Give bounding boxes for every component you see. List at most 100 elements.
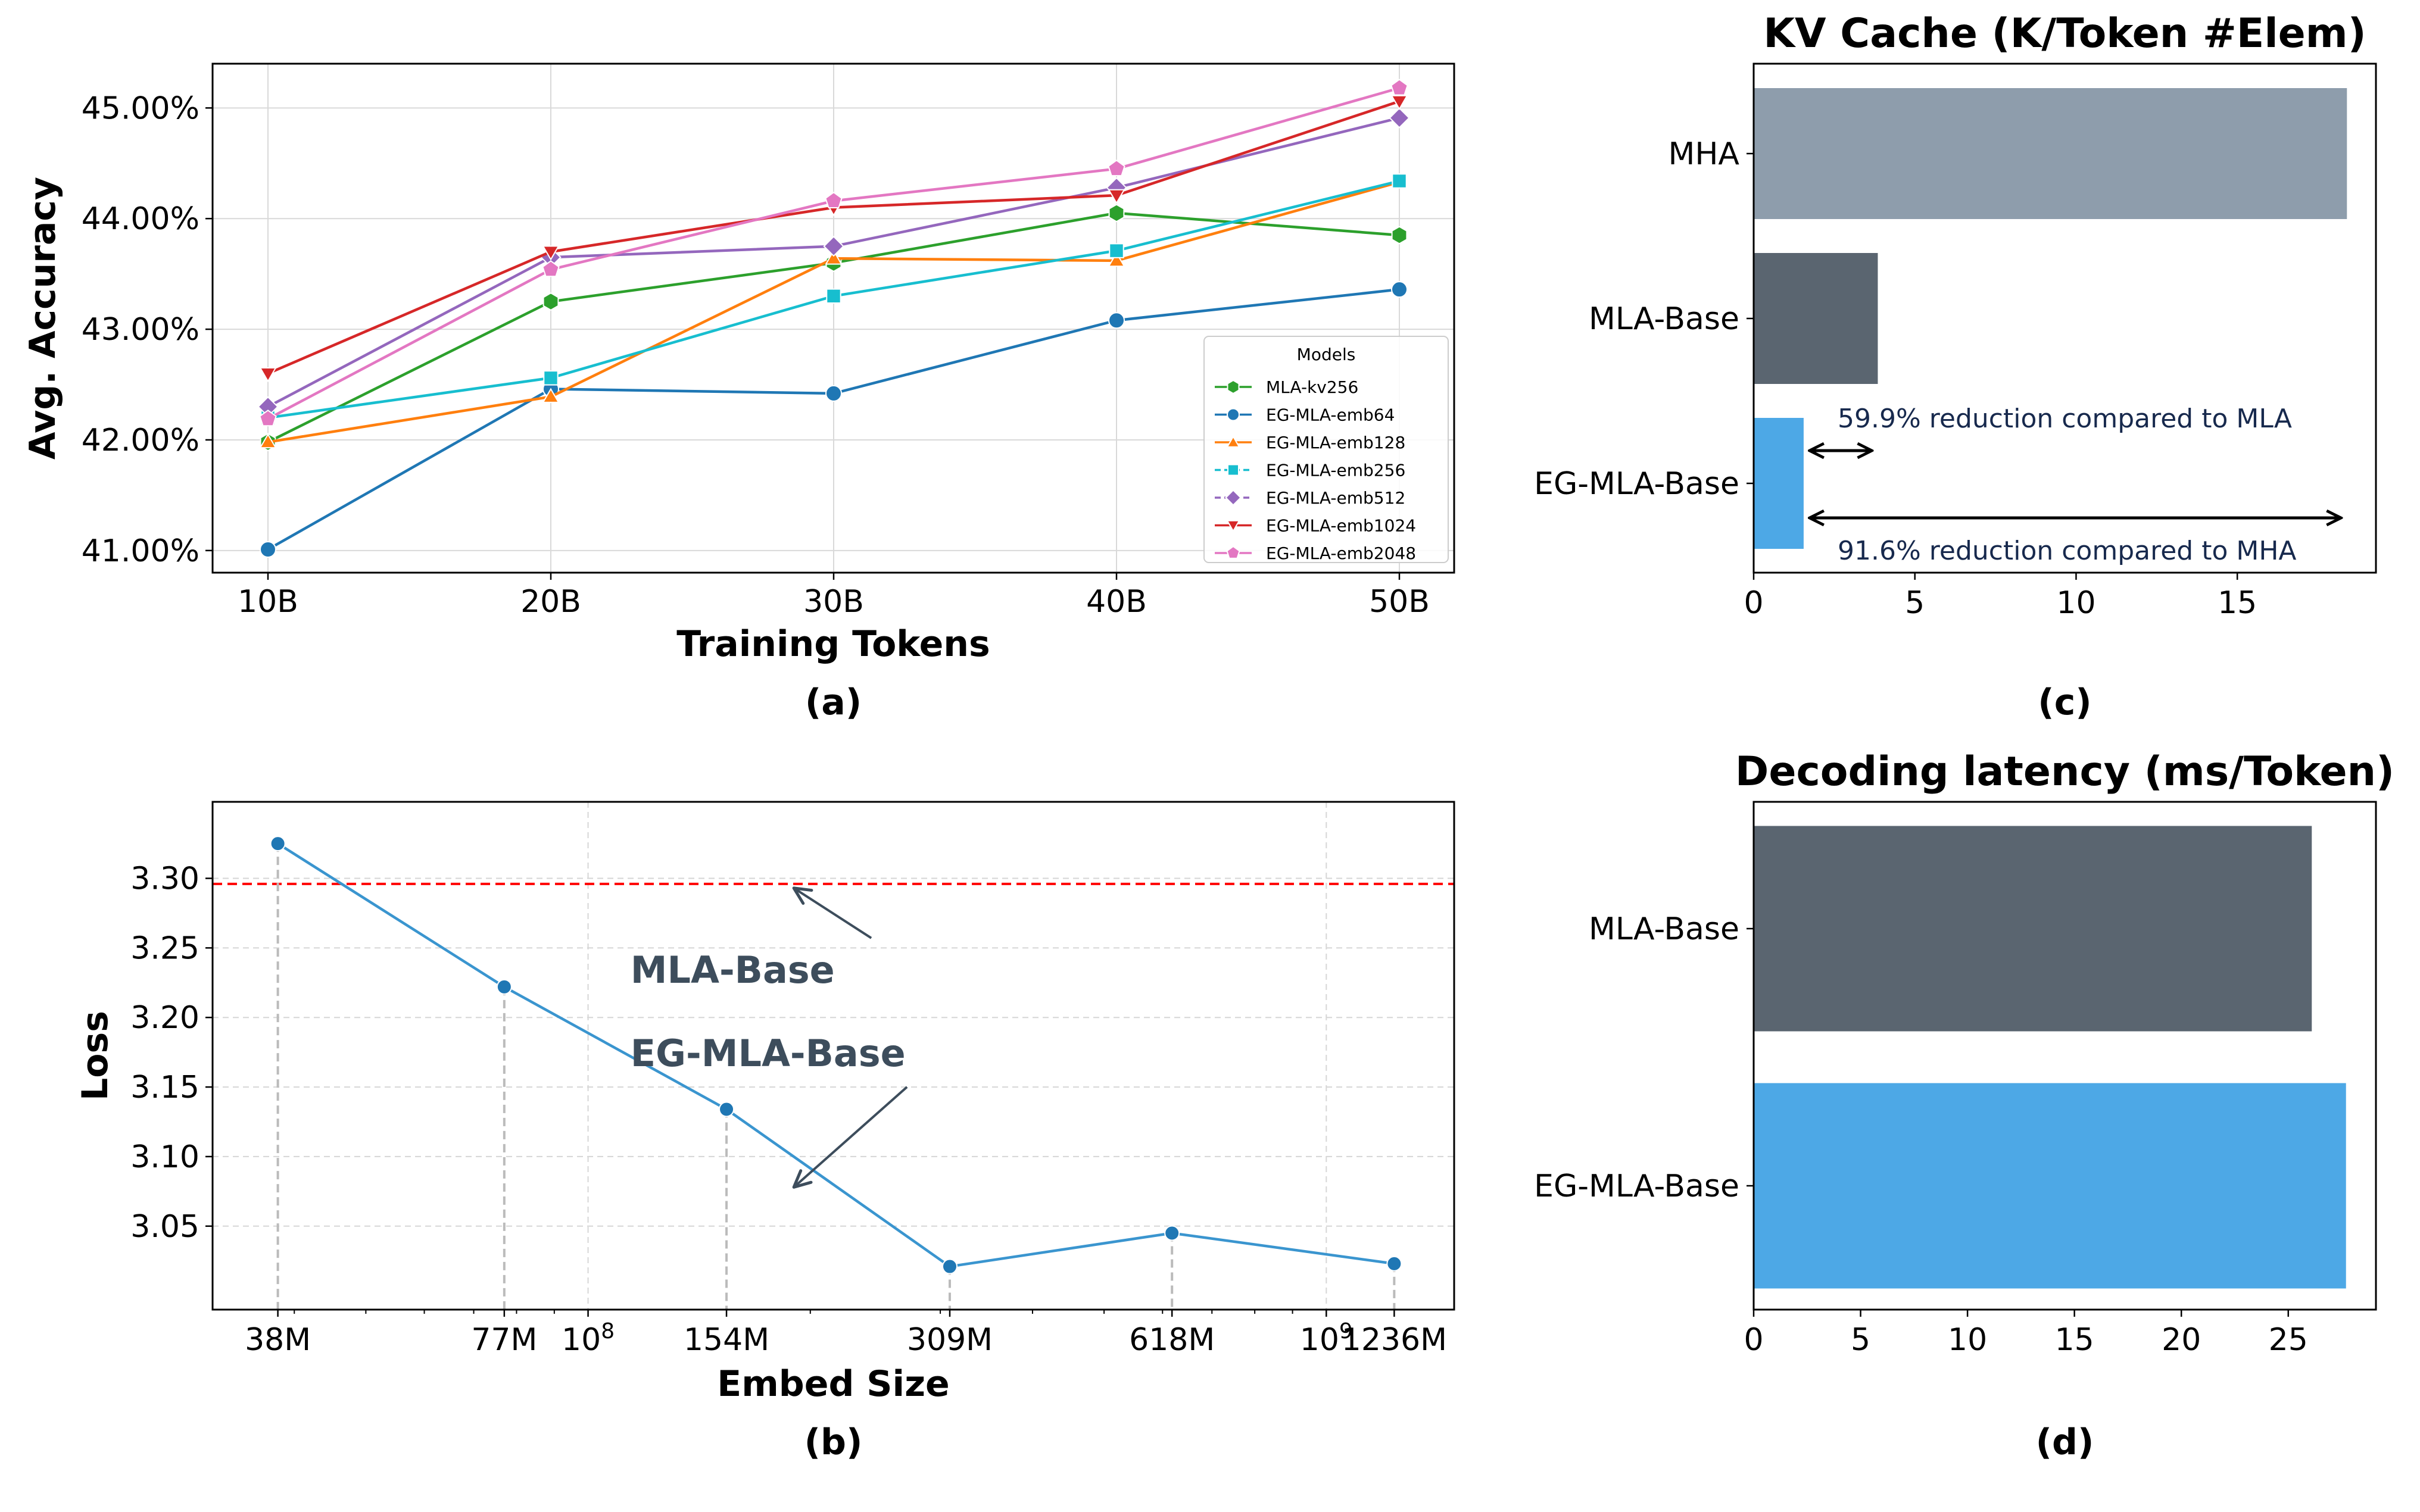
x-tick-label: 25 <box>2269 1322 2308 1358</box>
series-eg-mla-emb2048 <box>259 79 1408 427</box>
y-tick-label: 3.15 <box>130 1070 199 1105</box>
legend-label: EG-MLA-emb64 <box>1266 405 1395 425</box>
panel-c-kv-cache-chart: MHA MLA-Base EG-MLA-Base 0 5 10 15 KV Cache (K/… <box>1534 10 2377 723</box>
x-tick-label: 20B <box>520 584 581 620</box>
x-power-tick-label: 108 <box>562 1319 615 1358</box>
y-tick-label: 3.05 <box>130 1209 199 1245</box>
legend-entry-eg-mla-emb1024: EG-MLA-emb1024 <box>1215 516 1416 536</box>
panel-a-accuracy-chart: 41.00% 42.00% 43.00% 44.00% 45.00% 10B 20B 30B 4… <box>22 63 1455 723</box>
y-tick-label: 3.20 <box>130 1000 199 1036</box>
data-point <box>1108 204 1125 223</box>
legend-label: EG-MLA-emb1024 <box>1266 516 1416 536</box>
plot-frame <box>211 801 1455 1311</box>
plot-frame <box>1752 801 2377 1311</box>
category-label: MLA-Base <box>1589 911 1739 947</box>
x-tick-label: 15 <box>2055 1322 2094 1358</box>
reduction-annotation: 91.6% reduction compared to MHA <box>1838 536 2297 566</box>
x-tick-label: 0 <box>1744 1322 1763 1358</box>
data-point <box>270 836 286 852</box>
data-point <box>1392 173 1407 189</box>
y-tick-label: 43.00% <box>82 312 199 348</box>
data-point <box>542 292 559 311</box>
bar-mha <box>1754 88 2347 219</box>
data-point <box>1390 95 1408 111</box>
data-point <box>825 191 843 208</box>
data-point <box>259 433 277 449</box>
legend-label: EG-MLA-emb512 <box>1266 488 1405 508</box>
data-point <box>1389 107 1410 129</box>
y-tick-label: 3.25 <box>130 930 199 966</box>
y-axis-label: Loss <box>74 1011 116 1101</box>
data-point <box>1108 189 1125 205</box>
data-point <box>1108 312 1125 329</box>
panel-d-latency-chart: MLA-Base EG-MLA-Base 0 5 10 15 20 25 Decoding la… <box>1534 748 2394 1463</box>
category-label: EG-MLA-Base <box>1534 466 1739 502</box>
y-tick-label: 3.10 <box>130 1139 199 1175</box>
y-tick-label: 41.00% <box>82 533 199 569</box>
data-point <box>941 1258 958 1274</box>
legend-marker <box>1226 435 1240 448</box>
data-point <box>259 367 277 383</box>
y-tick-label: 44.00% <box>82 201 199 237</box>
x-tick-label: 154M <box>684 1322 769 1358</box>
y-tick-label: 45.00% <box>82 90 199 126</box>
data-point <box>496 979 512 995</box>
power-base: 10 <box>1300 1322 1339 1358</box>
legend-marker <box>1227 379 1240 395</box>
legend-entry-eg-mla-emb512: EG-MLA-emb512 <box>1215 488 1405 508</box>
x-tick-label: 5 <box>1851 1322 1870 1358</box>
legend-entry-mla-kv256: MLA-kv256 <box>1215 377 1358 397</box>
legend-entry-eg-mla-emb64: EG-MLA-emb64 <box>1215 405 1395 425</box>
chart-title: KV Cache (K/Token #Elem) <box>1763 10 2366 57</box>
data-point <box>1108 160 1125 177</box>
x-tick-label: 38M <box>245 1322 311 1358</box>
legend-label: EG-MLA-emb128 <box>1266 433 1405 452</box>
x-tick-label: 20 <box>2162 1322 2201 1358</box>
series-eg-mla-emb64 <box>260 281 1408 558</box>
data-point <box>260 541 276 558</box>
x-tick-label: 10B <box>238 584 298 620</box>
x-power-tick-label: 109 <box>1300 1319 1353 1358</box>
data-point <box>1386 1255 1402 1272</box>
legend-marker <box>1226 520 1240 532</box>
category-label: MHA <box>1668 136 1739 172</box>
reduction-annotation: 59.9% reduction compared to MLA <box>1838 404 2292 434</box>
y-tick-label: 42.00% <box>82 423 199 458</box>
x-tick-label: 15 <box>2218 585 2257 621</box>
data-point <box>826 288 841 304</box>
data-point <box>719 1101 735 1117</box>
plot-frame <box>211 63 1455 574</box>
legend-label: MLA-kv256 <box>1266 377 1358 397</box>
panel-label: (c) <box>2038 682 2091 723</box>
x-tick-label: 50B <box>1369 584 1430 620</box>
chart-title: Decoding latency (ms/Token) <box>1735 748 2394 795</box>
legend-entry-eg-mla-emb256: EG-MLA-emb256 <box>1215 461 1405 480</box>
x-axis-label: Embed Size <box>717 1363 949 1405</box>
bar-eg-mla-base <box>1754 418 1804 549</box>
data-point <box>1109 243 1124 258</box>
x-tick-label: 10 <box>2056 585 2095 621</box>
data-point <box>1164 1225 1180 1241</box>
x-tick-label: 40B <box>1086 584 1147 620</box>
panel-label: (b) <box>804 1422 863 1463</box>
data-point <box>1391 226 1408 245</box>
bar-eg-mla-base <box>1754 1083 2346 1289</box>
annotation-arrow-head <box>792 1169 813 1189</box>
panel-label: (a) <box>805 682 862 723</box>
loss-line <box>277 842 1395 1268</box>
x-tick-label: 10 <box>1948 1322 1987 1358</box>
x-tick-label: 77M <box>471 1322 537 1358</box>
plot-frame <box>1752 63 2377 574</box>
legend-marker <box>1227 408 1240 421</box>
legend-marker <box>1225 489 1242 506</box>
data-point <box>1390 79 1408 96</box>
data-point <box>542 245 560 261</box>
legend-title: Models <box>1297 345 1356 364</box>
annotation-arrow-shaft <box>793 887 872 939</box>
x-tick-label: 1236M <box>1342 1322 1447 1358</box>
legend-box <box>1203 336 1449 563</box>
data-point <box>823 235 844 257</box>
annotation-arrow-head <box>792 886 813 905</box>
data-point <box>542 388 560 403</box>
